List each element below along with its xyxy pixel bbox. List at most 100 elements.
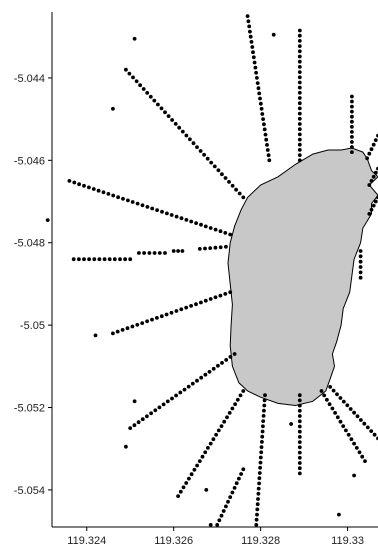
transect-point: [257, 476, 262, 481]
transect-point: [297, 111, 302, 116]
transect-point: [145, 205, 150, 209]
transect-point: [246, 19, 251, 24]
island-shape-layer: [227, 147, 378, 407]
transect-point: [121, 196, 125, 201]
transect-point: [371, 174, 376, 179]
data-point: [208, 523, 213, 527]
transect-point: [251, 55, 256, 60]
transect-point: [248, 29, 252, 34]
transect-point: [258, 460, 263, 465]
transect-point: [350, 145, 354, 149]
transect-point: [255, 507, 260, 512]
transect-point: [297, 96, 302, 100]
transect-point: [111, 331, 115, 336]
transect-point: [157, 251, 162, 255]
x-ticks-layer: 119.324 119.326 119.328 119.33: [67, 527, 364, 547]
transect-point: [259, 450, 264, 455]
transect-point: [297, 70, 302, 74]
transect-point: [216, 168, 221, 173]
transect-point: [142, 251, 147, 255]
transect-point: [297, 435, 302, 439]
transect-point: [297, 450, 302, 455]
transect-point: [163, 110, 167, 115]
transect-point: [369, 147, 374, 152]
transect-point: [92, 257, 97, 262]
transect-point: [218, 229, 223, 234]
transect-point: [209, 160, 214, 165]
transect-point: [148, 94, 153, 99]
transect-point: [297, 440, 302, 444]
transect-point: [176, 249, 181, 253]
transect-point: [224, 504, 228, 509]
transect-point: [191, 141, 196, 146]
y-tick-label: -5.052: [14, 403, 45, 415]
y-tick-label: -5.054: [14, 485, 45, 497]
transect-point: [161, 402, 166, 407]
transect-point: [72, 180, 77, 185]
transect-point: [297, 122, 302, 126]
transect-point: [255, 81, 260, 85]
transect-point: [125, 326, 130, 331]
transect-point: [178, 390, 183, 395]
transect-point: [107, 257, 112, 262]
transect-point: [373, 199, 378, 204]
transect-point: [297, 106, 302, 111]
transect-point: [297, 398, 302, 403]
transect-point: [234, 187, 239, 192]
transect-point: [228, 495, 233, 499]
transect-point: [138, 83, 143, 88]
transect-point: [338, 419, 343, 424]
transect-point: [350, 135, 354, 139]
transect-point: [297, 65, 302, 69]
transect-point: [245, 14, 250, 18]
transect-point: [257, 481, 261, 486]
transect-point: [200, 454, 205, 459]
y-tick-label: -5.048: [14, 238, 45, 250]
transect-point: [255, 512, 259, 517]
transect-point: [166, 114, 171, 118]
transect-point: [203, 224, 208, 229]
transect-point: [174, 214, 179, 219]
transect-point: [140, 203, 145, 208]
transect-point: [367, 212, 372, 216]
transect-point: [255, 502, 260, 507]
transect-point: [297, 471, 302, 476]
transect-point: [218, 293, 223, 298]
transect-point: [252, 60, 257, 65]
transect-point: [221, 509, 226, 513]
transect-point: [115, 329, 120, 334]
transect-point: [233, 402, 238, 407]
data-point: [111, 106, 115, 111]
transect-point: [219, 424, 224, 428]
transect-point: [261, 424, 265, 429]
transect-point: [203, 450, 208, 455]
transect-point: [140, 321, 145, 325]
transect-point: [257, 91, 262, 96]
transect-point: [165, 399, 170, 404]
transect-point: [247, 24, 252, 29]
transect-point: [264, 137, 269, 142]
transect-point: [211, 366, 216, 371]
transect-point: [194, 302, 198, 307]
transect-point: [261, 117, 265, 121]
transect-point: [346, 432, 351, 437]
transect-point: [237, 191, 242, 196]
data-point: [124, 444, 128, 449]
transect-point: [145, 91, 150, 95]
transect-point: [335, 415, 340, 420]
transect-point: [184, 218, 189, 222]
transect-point: [259, 445, 264, 449]
transect-point: [232, 486, 237, 490]
transect-point: [350, 99, 354, 104]
transect-point: [160, 209, 164, 214]
transect-point: [130, 324, 135, 329]
transect-point: [224, 244, 228, 249]
transect-point: [369, 179, 374, 183]
transect-point: [348, 407, 353, 411]
transect-point: [241, 195, 246, 200]
data-point: [45, 218, 50, 223]
transect-point: [373, 138, 378, 143]
transect-point: [232, 352, 237, 356]
transect-point: [297, 158, 302, 163]
